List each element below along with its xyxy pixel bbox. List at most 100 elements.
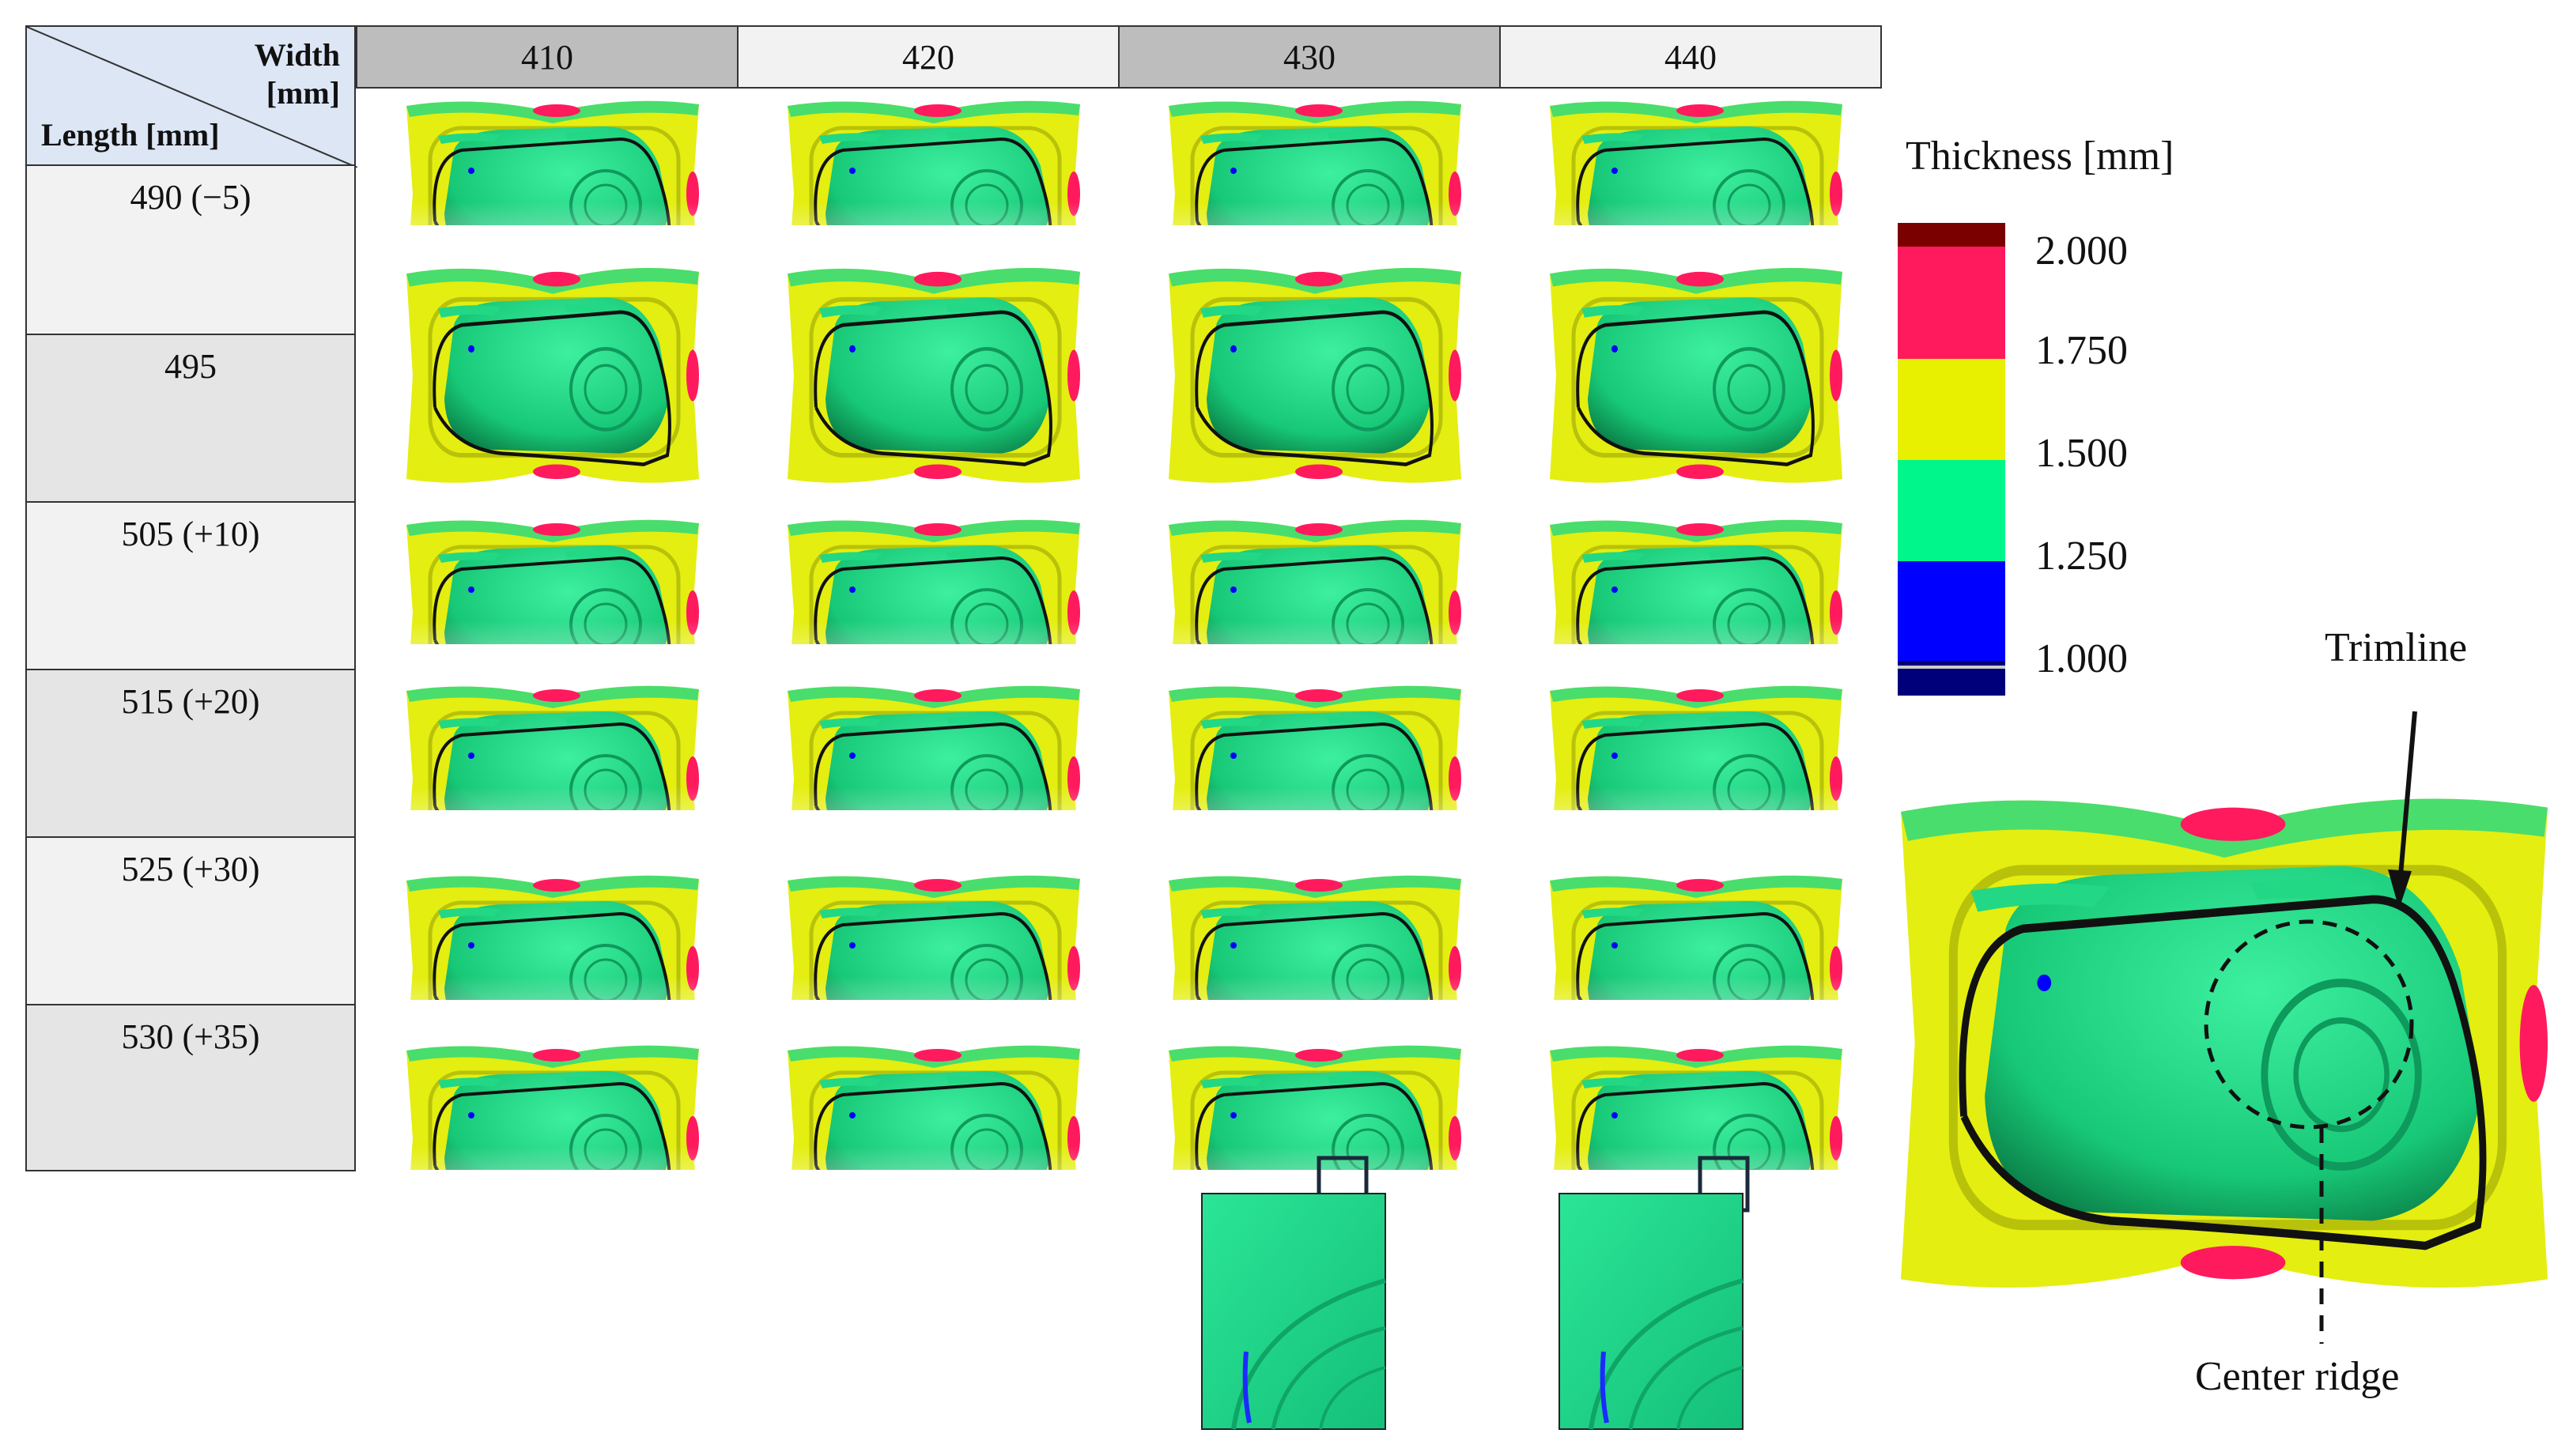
section-cut [786,1170,1082,1367]
split-zone [1295,464,1343,480]
center-ridge-ring [569,347,642,432]
thin-patch [1581,1077,1645,1088]
thin-patch [2250,879,2373,904]
center-ridge-ring-inner [584,364,628,415]
thin-spot [1230,587,1237,593]
edge-strip [788,1045,1080,1068]
inset-ridge [1589,1278,1744,1430]
split-zone [1295,523,1343,536]
edge-strip [1550,1045,1842,1068]
trimline [1576,310,1815,466]
row-header-505: 505 (+10) [25,501,356,670]
legend-band-1500 [1898,359,2005,460]
part-body [1985,866,2481,1221]
thumbnail-r1-c1 [788,268,1080,483]
thin-patch [819,305,882,318]
column-header-430: 430 [1118,25,1501,89]
trimline-arrow-shaft [2397,711,2417,894]
inset-ridge [1676,1366,1744,1430]
thin-patch [1200,552,1264,563]
split-zone [1449,349,1461,402]
edge-strip [406,685,699,708]
row-header-515: 515 (+20) [25,669,356,838]
thin-patch [1581,718,1645,729]
edge-strip [1169,519,1461,542]
part-body [826,297,1050,454]
split-zone [914,104,962,117]
thin-spot [1611,345,1618,353]
thin-spot [468,753,474,759]
legend-tick-2000: 2.000 [2035,228,2128,273]
edge-strip [406,875,699,898]
thin-patch [565,716,620,726]
table-corner-header: Width [mm] Length [mm] [25,25,357,168]
zoom-inset-1 [1558,1193,1744,1430]
large-part-view [1901,798,2548,1288]
trimline [1195,310,1434,466]
thin-spot [1611,942,1618,949]
thin-patch [946,716,1001,726]
trimline [814,310,1052,466]
edge-strip [1550,875,1842,898]
part-body [1207,297,1431,454]
thin-patch [1327,906,1382,915]
thumbnail-r5-c0 [405,1045,701,1367]
thin-patch [1200,133,1264,144]
split-zone [533,523,580,536]
thin-spot [1611,1112,1618,1118]
center-ridge-ring-inner [2293,1017,2390,1133]
thin-patch [438,718,501,729]
split-zone [1295,689,1343,702]
inset-ridge [1319,1366,1386,1430]
corner-diagonal [27,27,357,168]
center-ridge-label: Center ridge [2195,1354,2400,1399]
thumbnail-r1-c2 [1169,268,1461,483]
split-zone [2180,1246,2286,1280]
thin-patch [1970,883,2111,912]
inset-crack [1600,1351,1609,1424]
thin-patch [819,718,882,729]
thin-spot [1230,345,1237,353]
split-zone [1676,104,1724,117]
split-zone [914,879,962,892]
thumbnail-r1-c3 [1550,268,1842,483]
thin-spot [2037,974,2052,991]
edge-strip [1169,100,1461,123]
thin-spot [849,587,856,593]
thin-patch [1581,133,1645,144]
thin-spot [1230,168,1237,174]
thin-patch [819,552,882,563]
split-zone [1676,1049,1724,1062]
thin-spot [468,345,474,353]
thin-patch [819,1077,882,1088]
part-body [1588,297,1812,454]
legend-title: Thickness [mm] [1906,134,2174,179]
legend-tick-1750: 1.750 [2035,328,2128,373]
thin-patch [946,131,1001,141]
trimline [433,310,671,466]
edge-strip [788,685,1080,708]
inset-ridge [1231,1278,1386,1430]
corner-width-label: Width [mm] [255,36,340,112]
corner-width-unit: [mm] [266,75,340,111]
split-zone [2519,985,2548,1102]
thumbnail-r1-c0 [406,268,699,483]
split-zone [686,349,699,402]
trimline-arrow-head [2388,869,2412,909]
edge-strip [1169,268,1461,294]
split-zone [1676,271,1724,287]
thin-spot [468,1112,474,1118]
zoom-inset-0 [1201,1193,1386,1430]
split-zone [1676,523,1724,536]
thin-spot [1230,753,1237,759]
thin-patch [1200,1077,1264,1088]
split-zone [1295,879,1343,892]
legend-band-1750 [1898,247,2005,359]
edge-strip [788,268,1080,294]
thin-patch [565,906,620,915]
thin-spot [849,942,856,949]
split-zone [533,689,580,702]
thin-patch [819,133,882,144]
thin-patch [1581,305,1645,318]
split-zone [914,689,962,702]
